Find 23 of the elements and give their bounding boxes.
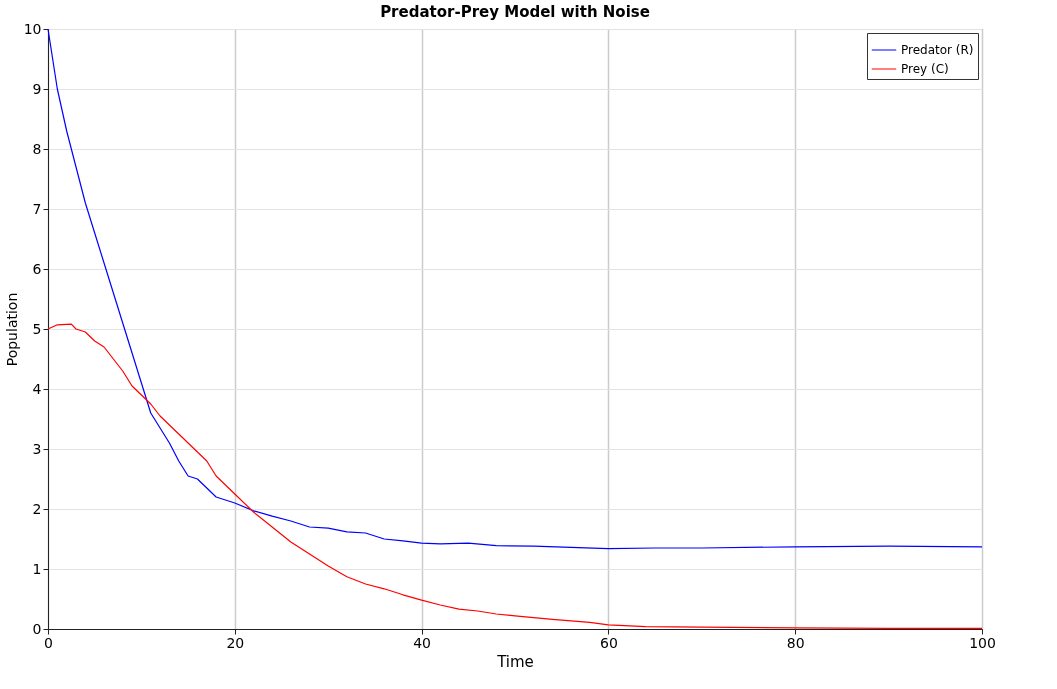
x-tick-label: 0: [44, 634, 53, 651]
line-series: [47, 28, 983, 550]
y-axis-title: Population: [3, 292, 20, 367]
x-tick-label: 80: [786, 634, 805, 651]
legend-label: Prey (C): [901, 62, 949, 76]
y-tick-label: 2: [32, 500, 42, 517]
y-tick-label: 3: [32, 440, 42, 457]
chart-title: Predator-Prey Model with Noise: [380, 3, 650, 21]
x-tick-label: 60: [599, 634, 618, 651]
y-tick-label: 1: [32, 560, 42, 577]
y-tick-label: 8: [32, 140, 42, 157]
y-tick-label: 10: [23, 20, 42, 37]
y-tick-label: 5: [32, 320, 42, 337]
x-tick-label: 100: [969, 634, 996, 651]
y-tick-label: 6: [32, 260, 42, 277]
legend-label: Predator (R): [901, 43, 974, 57]
x-axis-title: Time: [496, 652, 534, 671]
x-tick-label: 20: [226, 634, 245, 651]
y-tick-label: 7: [32, 200, 42, 217]
y-tick-label: 9: [32, 80, 42, 97]
y-tick-label: 4: [32, 380, 42, 397]
y-tick-label: 0: [32, 620, 42, 637]
x-tick-label: 40: [413, 634, 432, 651]
